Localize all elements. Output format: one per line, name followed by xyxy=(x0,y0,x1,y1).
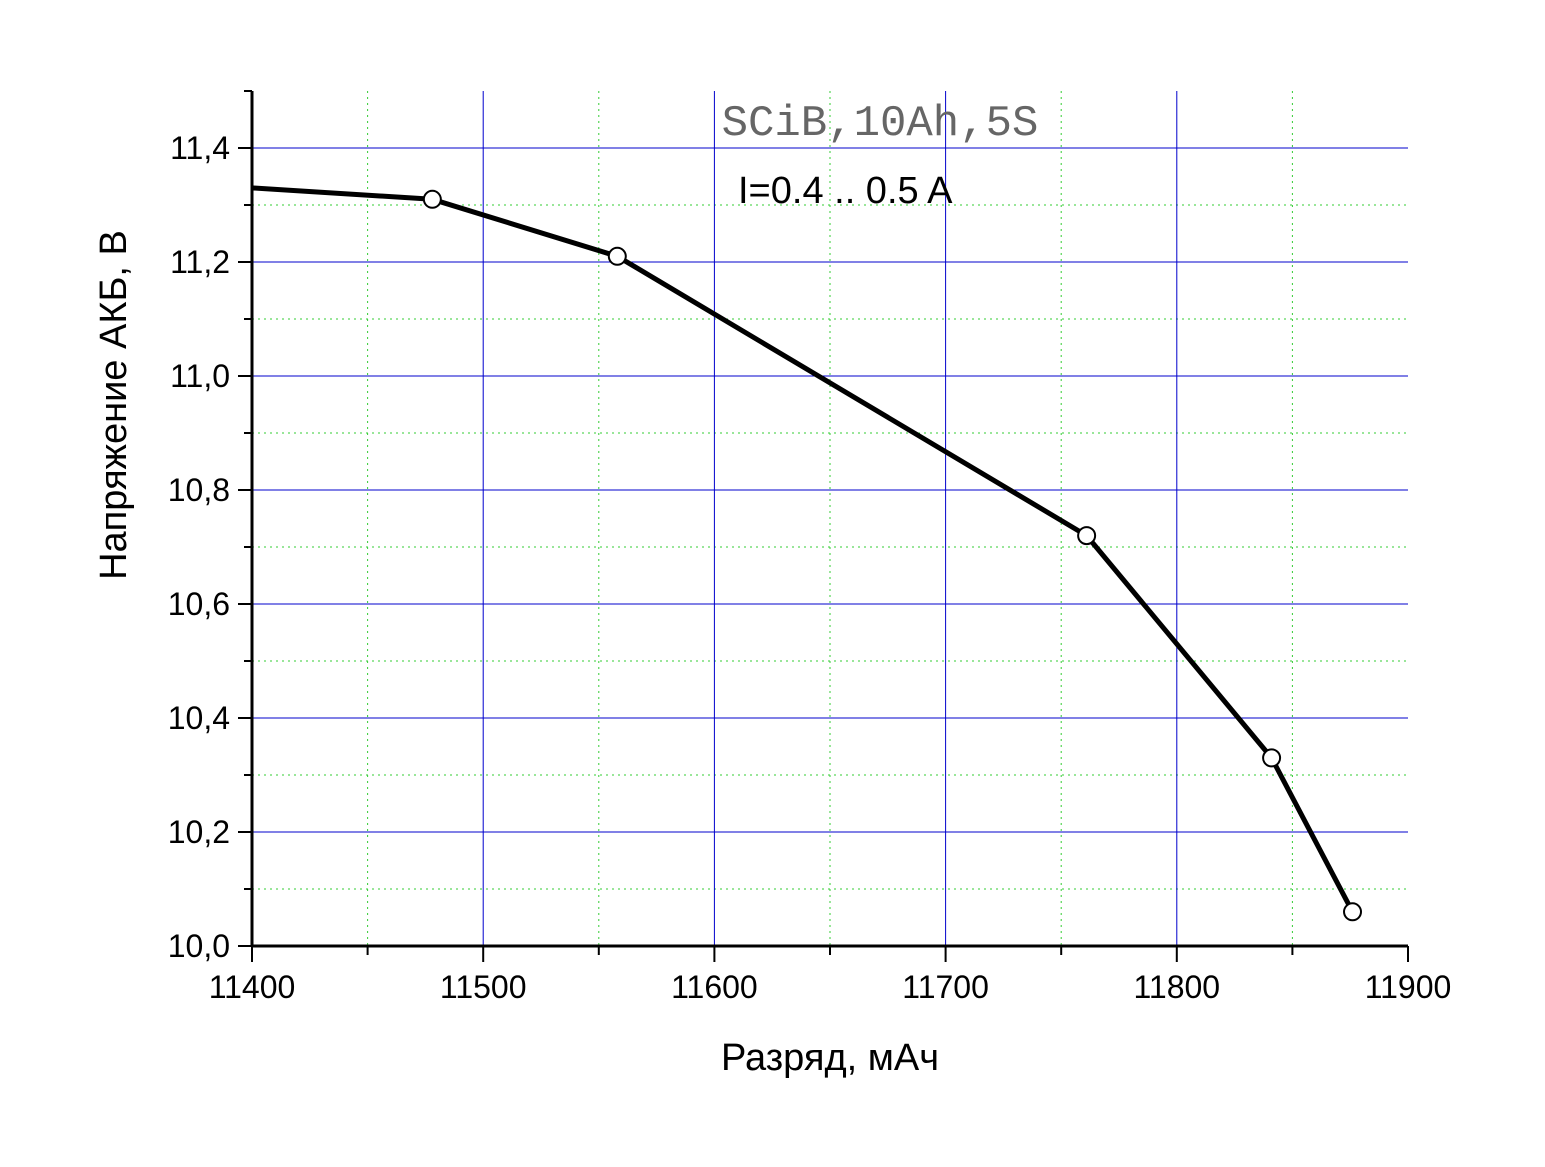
x-tick-label: 11800 xyxy=(1133,969,1220,1005)
x-axis-title: Разряд, мАч xyxy=(721,1037,939,1079)
y-axis-title: Напряжение АКБ, В xyxy=(93,230,135,580)
y-tick-label: 10,2 xyxy=(168,814,230,850)
y-tick-label: 10,0 xyxy=(168,928,230,964)
x-tick-label: 11900 xyxy=(1365,969,1452,1005)
series xyxy=(251,185,1363,922)
y-tick-label: 11,0 xyxy=(170,358,230,394)
series-line xyxy=(251,185,1355,913)
x-tick-label: 11500 xyxy=(440,969,527,1005)
axes xyxy=(238,90,1409,962)
tick-labels: 11400 11500 11600 11700 11800 11900 10,0 10,2 10… xyxy=(168,130,1452,1005)
chart-title: SCiB,10Ah,5S xyxy=(722,99,1039,149)
y-tick-label: 11,4 xyxy=(170,130,230,166)
data-point xyxy=(422,189,442,209)
y-tick-label: 11,2 xyxy=(170,244,230,280)
data-point xyxy=(1343,902,1363,922)
current-annotation: I=0.4 .. 0.5 A xyxy=(738,170,953,212)
data-point xyxy=(1262,748,1282,768)
data-point xyxy=(607,246,627,266)
x-tick-label: 11600 xyxy=(671,969,758,1005)
y-tick-label: 10,4 xyxy=(168,700,230,736)
data-point xyxy=(1077,526,1097,546)
x-tick-label: 11400 xyxy=(209,969,296,1005)
y-tick-label: 10,6 xyxy=(168,586,230,622)
y-tick-label: 10,8 xyxy=(168,472,230,508)
grid xyxy=(252,91,1408,946)
x-tick-label: 11700 xyxy=(902,969,989,1005)
